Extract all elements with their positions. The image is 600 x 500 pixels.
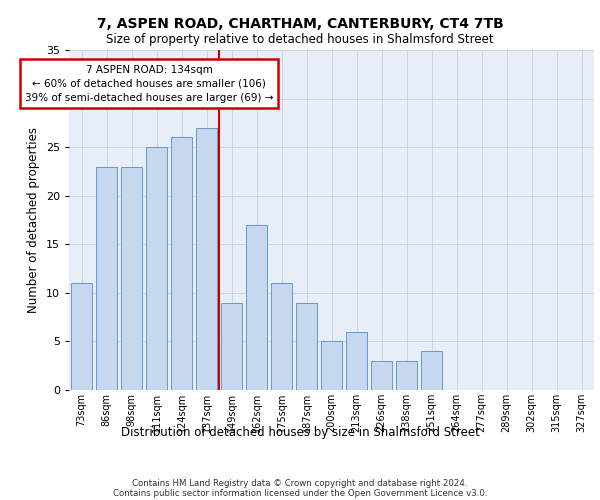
Bar bbox=[196, 128, 217, 390]
Bar bbox=[421, 351, 442, 390]
Bar bbox=[346, 332, 367, 390]
Bar bbox=[221, 302, 242, 390]
Bar bbox=[96, 166, 117, 390]
Bar bbox=[246, 225, 267, 390]
Text: Contains HM Land Registry data © Crown copyright and database right 2024.: Contains HM Land Registry data © Crown c… bbox=[132, 478, 468, 488]
Text: Distribution of detached houses by size in Shalmsford Street: Distribution of detached houses by size … bbox=[121, 426, 479, 439]
Text: 7 ASPEN ROAD: 134sqm
← 60% of detached houses are smaller (106)
39% of semi-deta: 7 ASPEN ROAD: 134sqm ← 60% of detached h… bbox=[25, 64, 273, 102]
Bar bbox=[121, 166, 142, 390]
Bar bbox=[271, 283, 292, 390]
Text: Size of property relative to detached houses in Shalmsford Street: Size of property relative to detached ho… bbox=[106, 32, 494, 46]
Bar bbox=[296, 302, 317, 390]
Bar bbox=[71, 283, 92, 390]
Bar bbox=[146, 147, 167, 390]
Bar bbox=[171, 138, 192, 390]
Bar bbox=[321, 342, 342, 390]
Bar bbox=[396, 361, 417, 390]
Bar bbox=[371, 361, 392, 390]
Text: Contains public sector information licensed under the Open Government Licence v3: Contains public sector information licen… bbox=[113, 488, 487, 498]
Y-axis label: Number of detached properties: Number of detached properties bbox=[27, 127, 40, 313]
Text: 7, ASPEN ROAD, CHARTHAM, CANTERBURY, CT4 7TB: 7, ASPEN ROAD, CHARTHAM, CANTERBURY, CT4… bbox=[97, 18, 503, 32]
